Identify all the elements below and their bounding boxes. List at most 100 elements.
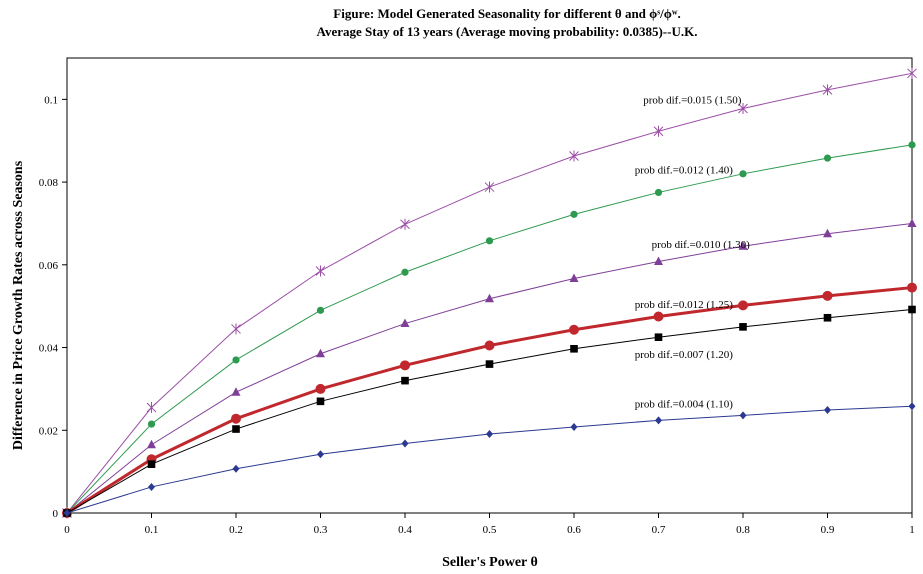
data-point: [823, 313, 832, 322]
x-tick-label: 0.5: [483, 524, 497, 536]
data-point: [739, 170, 747, 178]
y-tick-label: 0.1: [44, 94, 58, 106]
data-point: [148, 482, 155, 491]
data-point: [654, 188, 663, 197]
data-point: [654, 256, 663, 266]
data-point: [485, 360, 494, 368]
data-point: [485, 293, 494, 303]
data-point: [908, 402, 916, 411]
x-tick-label: 0.6: [567, 524, 581, 536]
data-point: [569, 150, 579, 162]
chart-title-line2: Average Stay of 13 years (Average moving…: [317, 24, 698, 39]
data-point: [653, 125, 664, 137]
data-point: [569, 273, 579, 282]
series-line: [66, 144, 913, 514]
data-point: [907, 282, 917, 293]
data-point: [317, 450, 324, 459]
data-point: [232, 356, 240, 364]
data-point: [316, 397, 325, 406]
x-tick-label: 0.7: [652, 524, 666, 536]
data-point: [569, 324, 579, 335]
data-point: [147, 420, 156, 428]
data-point: [484, 340, 495, 351]
data-point: [739, 323, 747, 331]
series-2: [62, 218, 917, 517]
series-line: [66, 286, 913, 515]
data-point: [739, 411, 747, 420]
y-axis-title: Difference in Price Growth Rates across …: [11, 160, 26, 450]
data-point: [63, 509, 71, 517]
data-point: [401, 376, 409, 385]
series-1: [63, 141, 916, 517]
data-point: [486, 429, 493, 438]
series-labels: prob dif.=0.015 (1.50) prob dif.=0.012 (1…: [635, 94, 750, 410]
data-point: [570, 422, 578, 431]
data-point: [147, 439, 156, 449]
series-3: [62, 282, 917, 518]
data-point: [400, 360, 410, 371]
data-point: [907, 218, 917, 227]
data-point: [232, 464, 240, 473]
series-label: prob dif.=0.007 (1.20): [635, 349, 733, 361]
x-tick-label: 0.2: [229, 524, 243, 536]
data-point: [147, 460, 156, 468]
x-axis-title: Seller's Power θ: [442, 555, 538, 570]
data-point: [401, 439, 409, 448]
x-tick-label: 0.3: [314, 524, 328, 536]
x-tick-label: 1: [909, 524, 915, 536]
x-tick-label: 0.4: [398, 524, 412, 536]
y-tick-label: 0.06: [39, 260, 59, 272]
y-tick-label: 0.08: [39, 177, 59, 189]
data-point: [400, 218, 410, 230]
data-point: [231, 323, 241, 335]
data-point: [401, 268, 409, 276]
series-layer: [62, 67, 917, 519]
data-point: [232, 425, 240, 433]
y-axis: 0 0.02 0.04 0.06 0.08 0.1: [39, 94, 67, 520]
data-point: [738, 300, 748, 311]
series-label: prob dif.=0.012 (1.25): [635, 299, 733, 311]
x-tick-label: 0.1: [145, 524, 159, 536]
x-tick-label: 0: [64, 524, 70, 536]
series-4: [63, 305, 916, 517]
y-tick-label: 0: [53, 508, 59, 520]
data-point: [823, 228, 832, 238]
data-point: [231, 413, 241, 424]
series-label: prob dif.=0.012 (1.40): [635, 165, 733, 177]
data-point: [315, 265, 326, 277]
data-point: [822, 84, 833, 96]
data-point: [654, 333, 663, 342]
data-point: [824, 406, 831, 415]
y-tick-label: 0.04: [39, 343, 59, 355]
series-0: [62, 67, 917, 519]
series-label: prob dif.=0.004 (1.10): [635, 398, 733, 410]
data-point: [738, 102, 748, 114]
data-point: [315, 383, 326, 394]
data-point: [485, 237, 494, 245]
data-point: [231, 387, 241, 396]
data-point: [316, 348, 325, 358]
data-point: [822, 290, 833, 301]
data-point: [484, 181, 495, 193]
data-point: [146, 402, 157, 414]
series-label: prob dif.=0.015 (1.50): [643, 94, 741, 106]
data-point: [908, 305, 916, 314]
data-point: [908, 141, 916, 149]
data-point: [907, 67, 917, 79]
plot-area-frame: [66, 57, 913, 514]
data-point: [570, 344, 578, 353]
series-label: prob dif.=0.010 (1.30): [652, 239, 750, 251]
x-tick-label: 0.9: [821, 524, 835, 536]
series-5: [63, 402, 916, 517]
data-point: [400, 318, 410, 328]
series-line: [66, 308, 913, 514]
series-line: [66, 405, 913, 514]
data-point: [738, 241, 748, 250]
chart-title-line1: Figure: Model Generated Seasonality for …: [333, 6, 680, 21]
x-axis: 0 0.1 0.2 0.3 0.4 0.5 0.6 0.7 0.8 0.9 1: [64, 513, 915, 536]
y-tick-label: 0.02: [39, 425, 58, 437]
x-tick-label: 0.8: [736, 524, 750, 536]
data-point: [570, 210, 578, 218]
data-point: [316, 306, 325, 314]
